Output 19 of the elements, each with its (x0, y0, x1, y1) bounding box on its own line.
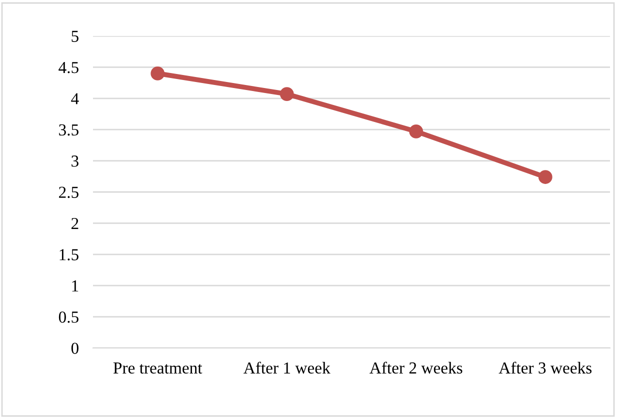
y-tick-label: 4.5 (58, 62, 78, 74)
point (538, 170, 552, 184)
point (150, 66, 165, 80)
y-tick-label: 4 (71, 93, 79, 104)
y-tick-label: 2 (72, 218, 78, 229)
y-tick-label: 0 (71, 342, 78, 354)
y-tick-label: 1.5 (60, 249, 78, 260)
y-tick-label: 2.5 (59, 186, 78, 198)
x-tick-label: After 3 weeks (498, 362, 592, 374)
y-tick-label: 3 (72, 156, 78, 167)
y-tick-label: 1 (72, 280, 78, 292)
x-tick-label: After 1 week (244, 362, 330, 374)
point (280, 87, 294, 101)
x-tick-label: Pre treatment (113, 362, 202, 374)
y-tick-label: 3.5 (59, 124, 78, 136)
x-tick-label: After 2 weeks (370, 362, 462, 374)
y-tick-label: 5 (72, 30, 78, 42)
point (409, 124, 424, 138)
y-tick-label: 0.5 (58, 312, 78, 323)
